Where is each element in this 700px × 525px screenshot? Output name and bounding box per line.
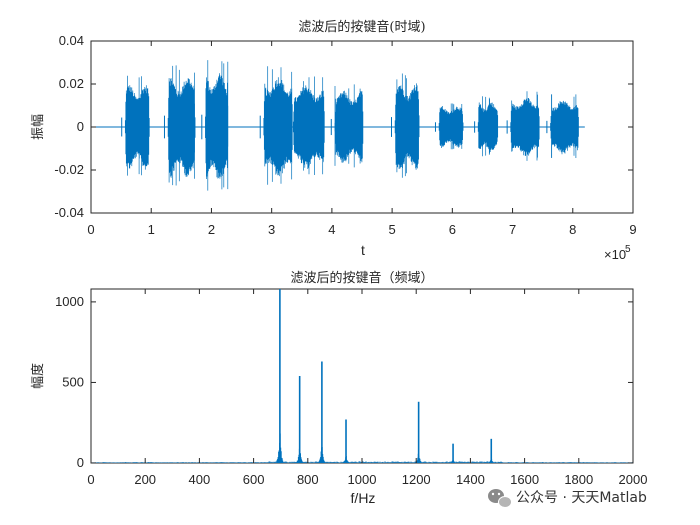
watermark: 公众号 · 天天Matlab bbox=[488, 489, 647, 508]
keypress-burst bbox=[391, 73, 420, 178]
spectrum-peak bbox=[296, 376, 303, 463]
time-x-tick-label: 4 bbox=[328, 222, 335, 237]
time-y-tick-label: -0.04 bbox=[54, 205, 84, 220]
frequency-domain-chart: 滤波后的按键音（频域） 0 200 400 600 800 1000 1200 1400 160… bbox=[30, 270, 647, 506]
time-x-tick-label: 8 bbox=[569, 222, 576, 237]
freq-plot-area bbox=[90, 288, 634, 464]
spectrum-peak bbox=[318, 361, 326, 463]
freq-chart-title: 滤波后的按键音（频域） bbox=[290, 270, 433, 286]
spectrum-peak bbox=[488, 438, 495, 463]
watermark-text: 公众号 · 天天Matlab bbox=[516, 490, 647, 506]
time-x-tick-label: 6 bbox=[449, 222, 456, 237]
time-domain-chart: 滤波后的按键音(时域) 0 1 2 3 4 5 6 7 8 9 -0.04 -0.02 0 0.02 0.0… bbox=[31, 19, 637, 262]
time-x-exponent-power: 5 bbox=[625, 244, 631, 255]
time-x-tick-label: 9 bbox=[629, 222, 636, 237]
time-x-exponent: ×10 5 bbox=[604, 244, 631, 262]
freq-x-tick-label: 1800 bbox=[564, 472, 593, 487]
frequency-spectrum bbox=[90, 289, 634, 463]
spectrum-peak bbox=[449, 443, 457, 463]
keypress-burst bbox=[163, 65, 196, 186]
time-x-tick-label: 1 bbox=[148, 222, 155, 237]
spectrum-peak bbox=[276, 289, 284, 463]
freq-x-tick-label: 1200 bbox=[402, 472, 431, 487]
keypress-burst bbox=[201, 60, 229, 191]
time-x-axis-label: t bbox=[361, 242, 365, 258]
freq-x-tick-label: 400 bbox=[189, 472, 211, 487]
time-y-tick-label: -0.02 bbox=[54, 162, 84, 177]
keypress-burst bbox=[506, 91, 540, 161]
freq-x-axis-label: f/Hz bbox=[351, 490, 376, 506]
spectrum-peak bbox=[342, 419, 350, 463]
time-chart-title: 滤波后的按键音(时域) bbox=[298, 19, 425, 35]
time-x-tick-label: 5 bbox=[388, 222, 395, 237]
keypress-burst bbox=[474, 96, 499, 157]
time-signal-waveform bbox=[91, 60, 585, 191]
keypress-burst bbox=[121, 75, 150, 176]
keypress-burst bbox=[289, 76, 325, 175]
freq-y-tick-label: 1000 bbox=[55, 294, 84, 309]
freq-x-tick-label: 1000 bbox=[348, 472, 377, 487]
time-y-tick-label: 0.04 bbox=[59, 33, 84, 48]
freq-y-tick-label: 500 bbox=[62, 374, 84, 389]
freq-x-tick-label: 0 bbox=[87, 472, 94, 487]
freq-x-tick-label: 2000 bbox=[619, 472, 648, 487]
time-x-tick-label: 2 bbox=[208, 222, 215, 237]
time-x-tick-label: 3 bbox=[268, 222, 275, 237]
freq-y-tick-label: 0 bbox=[77, 455, 84, 470]
time-y-tick-label: 0.02 bbox=[59, 76, 84, 91]
time-y-axis-label: 振幅 bbox=[31, 114, 46, 140]
time-x-exponent-base: ×10 bbox=[604, 247, 626, 262]
freq-y-axis-label: 幅度 bbox=[30, 363, 46, 389]
time-x-tick-label: 0 bbox=[87, 222, 94, 237]
freq-x-tick-label: 1400 bbox=[456, 472, 485, 487]
keypress-burst bbox=[546, 94, 579, 158]
wechat-icon bbox=[488, 489, 512, 508]
keypress-burst bbox=[330, 84, 364, 168]
freq-x-tick-label: 600 bbox=[243, 472, 265, 487]
spectrum-peak bbox=[415, 401, 422, 463]
freq-x-tick-label: 800 bbox=[297, 472, 319, 487]
time-x-tick-label: 7 bbox=[509, 222, 516, 237]
time-y-tick-label: 0 bbox=[77, 119, 84, 134]
freq-x-tick-label: 200 bbox=[134, 472, 156, 487]
keypress-burst bbox=[259, 66, 293, 185]
keypress-burst bbox=[434, 103, 464, 150]
freq-x-tick-label: 1600 bbox=[510, 472, 539, 487]
